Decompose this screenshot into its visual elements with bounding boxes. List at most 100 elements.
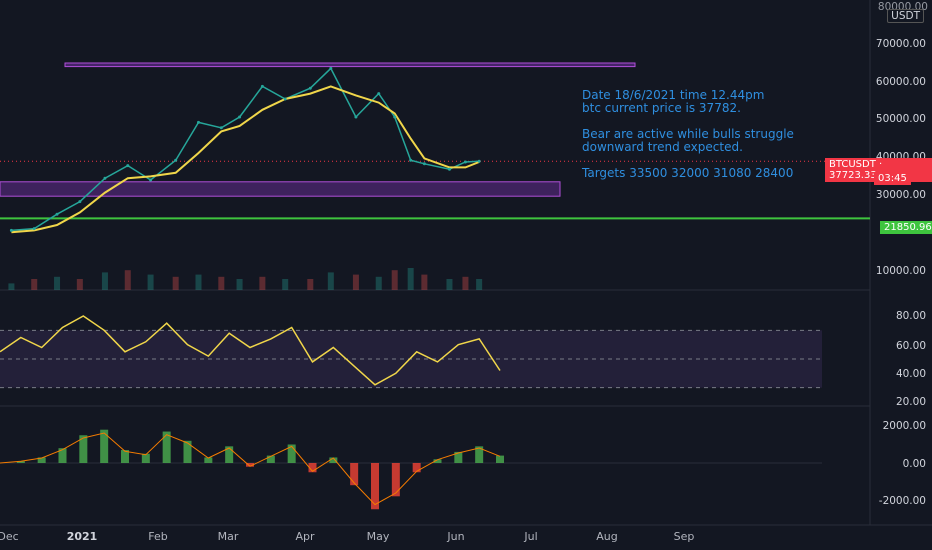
volume-bar [446,279,453,290]
price-tag-value: 37723.33 [829,170,877,181]
price-point [219,126,223,130]
price-point [78,200,82,204]
time-axis-label: Sep [673,530,695,543]
macd-axis-label: 0.00 [902,458,926,470]
price-point [238,115,242,119]
price-axis-label: 50000.00 [875,113,926,125]
macd-histogram-bar [225,446,234,463]
price-point [308,86,312,90]
volume-bar [407,268,414,290]
price-point [447,167,451,171]
time-axis-label: Dec [0,530,19,543]
price-point [55,212,59,216]
time-axis-label: Aug [596,530,618,543]
support-tag: 21850.96 [880,221,932,234]
time-axis-label: Apr [295,530,315,543]
macd-histogram-bar [121,450,129,463]
volume-bar [8,283,15,290]
rsi-line [0,315,501,386]
volume-bar [101,272,108,290]
volume-bar [259,276,266,290]
volume-bar [476,279,483,290]
macd-histogram-bar [100,429,109,463]
price-point [422,162,426,166]
price-point [463,160,467,164]
macd-histogram-bar [37,457,46,463]
price-tag-symbol: BTCUSDT [829,159,876,170]
volume-bar [147,274,154,290]
price-point [9,228,13,232]
annotation-line: downward trend expected. [582,140,743,154]
macd-axis-label: -2000.00 [878,495,926,507]
currency-label: USDT [887,9,924,23]
macd-histogram-bar [350,463,359,486]
support-zone [0,181,561,197]
macd-histogram-bar [475,446,484,463]
price-point [149,178,153,182]
time-axis-label: Feb [148,530,168,543]
time-axis-label: Jul [524,530,538,543]
macd-histogram-bar [287,444,296,463]
macd-histogram-bar [371,463,379,510]
moving-average-line [11,85,480,234]
price-axis-label: 70000.00 [875,38,926,50]
macd-histogram-bar [58,448,67,463]
annotation-line: btc current price is 37782. [582,101,741,115]
price-point [354,115,358,119]
price-axis-label: 10000.00 [875,265,926,277]
volume-bar [195,274,202,290]
macd-signal-line [0,432,501,506]
price-point [32,227,36,231]
macd-histogram-bar [454,451,463,463]
annotation-line: Bear are active while bulls struggle [582,127,794,141]
volume-bar [421,274,428,290]
price-point [283,97,287,101]
price-point [126,164,130,168]
price-axis-label: 60000.00 [875,76,926,88]
price-point [196,120,200,124]
volume-bar [124,270,131,290]
macd-histogram-bar [496,455,504,463]
volume-bar [218,276,225,290]
volume-bar [282,279,289,290]
rsi-axis-label: 60.00 [895,340,926,352]
macd-histogram-bar [308,463,317,473]
price-point [393,115,397,119]
macd-histogram-bar [266,455,275,463]
annotation-line: Date 18/6/2021 time 12.44pm [582,88,765,102]
price-point [377,92,381,96]
price-point [409,158,413,162]
rsi-axis-label: 80.00 [895,310,926,322]
macd-histogram-bar [391,463,400,497]
time-axis-label: Mar [217,530,239,543]
price-series-line [11,67,480,232]
price-point [260,84,264,88]
volume-bar [352,274,359,290]
countdown-tag: 03:45 [874,172,911,185]
price-axis-label-top: 80000.00 [877,1,928,13]
price-point [103,176,107,180]
volume-bar [172,276,179,290]
volume-bar [462,276,469,290]
volume-bar [391,270,398,290]
price-point [477,159,481,163]
time-axis-label: Jun [447,530,465,543]
macd-histogram-bar [204,457,213,463]
macd-histogram-bar [433,459,442,463]
macd-histogram-bar [412,463,421,473]
volume-bar [375,276,382,290]
macd-histogram-bar [16,461,25,463]
macd-histogram-bar [162,431,171,463]
time-axis-label: 2021 [66,530,98,543]
price-tag-separator: · [879,159,883,170]
volume-bar [76,279,83,290]
annotation-line: Targets 33500 32000 31080 28400 [582,166,794,180]
macd-histogram-bar [329,457,338,463]
price-point [329,66,333,70]
price-point [174,158,178,162]
rsi-axis-label: 40.00 [895,368,926,380]
resistance-zone [64,62,636,68]
price-axis-label: 30000.00 [875,189,926,201]
time-axis-label: May [366,530,390,543]
